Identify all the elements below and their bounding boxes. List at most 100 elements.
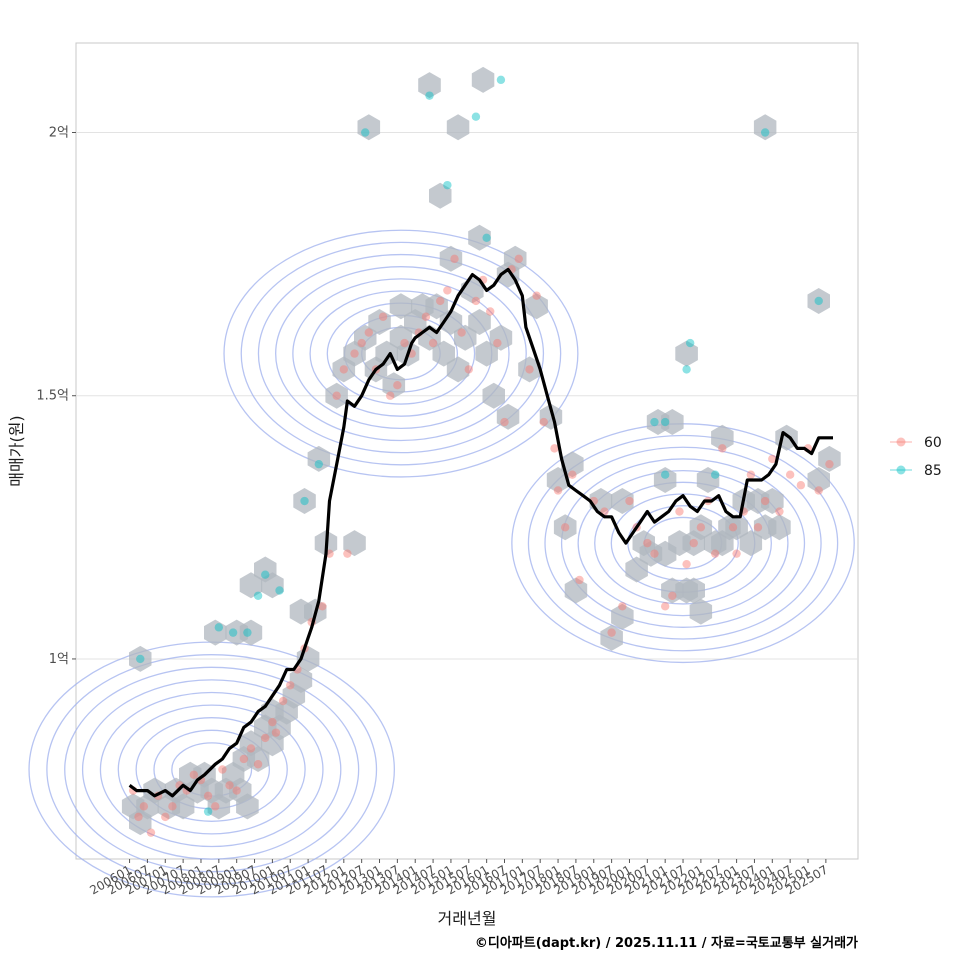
scatter-point-60 <box>560 523 570 532</box>
hex-bin <box>357 114 381 141</box>
scatter-point-60 <box>760 496 770 506</box>
scatter-point-60 <box>660 602 670 611</box>
hex-bin <box>261 572 284 599</box>
scatter-point-60 <box>710 549 720 558</box>
hex-bin <box>818 445 841 472</box>
scatter-point-60 <box>568 470 577 479</box>
hex-bin <box>489 324 513 351</box>
legend-key-60 <box>896 437 906 447</box>
legend-label-60: 60 <box>924 435 942 451</box>
hex-bin <box>446 114 470 141</box>
scatter-point-60 <box>464 365 473 374</box>
hex-bin <box>289 667 313 693</box>
legend: 60 85 <box>890 435 942 479</box>
scatter-point-85 <box>682 365 691 374</box>
hex-bin <box>425 293 448 320</box>
legend-key-85 <box>896 465 906 475</box>
hex-bin <box>611 488 634 514</box>
hex-bin <box>761 488 784 514</box>
plot-panel <box>75 42 859 860</box>
scatter-point-85 <box>496 75 506 85</box>
density-contour <box>544 446 822 640</box>
hex-bin <box>432 340 455 367</box>
scatter-point-60 <box>457 328 466 337</box>
hex-bin <box>368 309 391 335</box>
scatter-point-60 <box>785 470 795 479</box>
scatter-point-60 <box>428 338 438 348</box>
scatter-point-60 <box>189 770 199 779</box>
scatter-point-85 <box>214 623 224 632</box>
scatter-point-85 <box>482 233 491 242</box>
density-contour <box>64 666 360 873</box>
scatter-point-60 <box>768 454 777 464</box>
scatter-point-60 <box>268 717 277 727</box>
scatter-point-60 <box>675 507 684 516</box>
scatter-point-60 <box>278 696 288 706</box>
scatter-point-60 <box>253 760 263 769</box>
hex-bin <box>689 598 713 625</box>
scatter-point-85 <box>253 591 263 600</box>
hex-bin <box>725 514 748 541</box>
caption: ©디아파트(dapt.kr) / 2025.11.11 / 자료=국토교통부 실… <box>475 935 858 951</box>
density-contour <box>594 481 772 605</box>
hex-bin <box>418 72 441 99</box>
scatter-point-60 <box>696 523 706 532</box>
density-contour <box>560 458 806 628</box>
density-contours <box>28 229 855 898</box>
hex-bin <box>689 514 713 541</box>
hex-bin <box>468 224 491 251</box>
scatter-point-60 <box>814 486 823 495</box>
hex-bin <box>503 245 527 272</box>
hex-bin <box>246 746 270 772</box>
hex-bin <box>711 424 734 451</box>
scatter-point-60 <box>539 417 548 427</box>
density-contour <box>117 704 306 835</box>
scatter-point-85 <box>300 496 309 506</box>
density-contour <box>292 278 510 430</box>
scatter-point-60 <box>643 538 652 548</box>
scatter-point-60 <box>553 486 563 495</box>
density-contour <box>240 241 562 466</box>
x-axis-title: 거래년월 <box>438 909 497 928</box>
hex-bin <box>739 530 763 557</box>
scatter-point-60 <box>225 781 234 790</box>
hex-bin <box>293 488 316 514</box>
scatter-point-60 <box>486 307 495 316</box>
scatter-point-60 <box>753 523 763 532</box>
density-contour <box>81 679 342 860</box>
scatter-points <box>128 75 834 837</box>
hex-bin <box>239 619 263 646</box>
scatter-point-60 <box>350 349 359 358</box>
scatter-point-60 <box>246 744 256 753</box>
x-axis: 2006012006072007012007072008012008072009… <box>87 859 830 898</box>
scatter-point-60 <box>625 496 634 506</box>
scatter-point-60 <box>168 802 177 811</box>
hex-bin <box>525 293 548 320</box>
hex-bin <box>471 66 495 93</box>
hex-bin <box>382 372 406 399</box>
trend-line-group <box>128 267 833 798</box>
y-tick-label: 1.5억 <box>36 389 69 404</box>
scatter-point-60 <box>825 459 834 469</box>
scatter-point-60 <box>400 338 409 348</box>
hex-bin <box>600 624 623 651</box>
scatter-point-60 <box>532 291 541 300</box>
scatter-point-60 <box>689 538 698 548</box>
hex-bin <box>518 356 541 383</box>
scatter-point-85 <box>443 180 452 190</box>
hex-bin <box>325 382 348 409</box>
scatter-point-60 <box>343 549 352 558</box>
scatter-point-60 <box>339 365 349 374</box>
density-contour <box>223 229 579 478</box>
hex-bin <box>546 467 570 493</box>
scatter-point-85 <box>136 654 145 664</box>
scatter-point-60 <box>357 338 366 348</box>
hex-bin <box>768 514 791 541</box>
scatter-point-60 <box>443 286 452 295</box>
scatter-point-60 <box>232 786 241 795</box>
scatter-point-60 <box>525 365 534 374</box>
hex-bins <box>121 66 841 836</box>
scatter-point-60 <box>550 444 559 453</box>
scatter-point-60 <box>732 549 741 558</box>
scatter-point-60 <box>650 549 659 558</box>
